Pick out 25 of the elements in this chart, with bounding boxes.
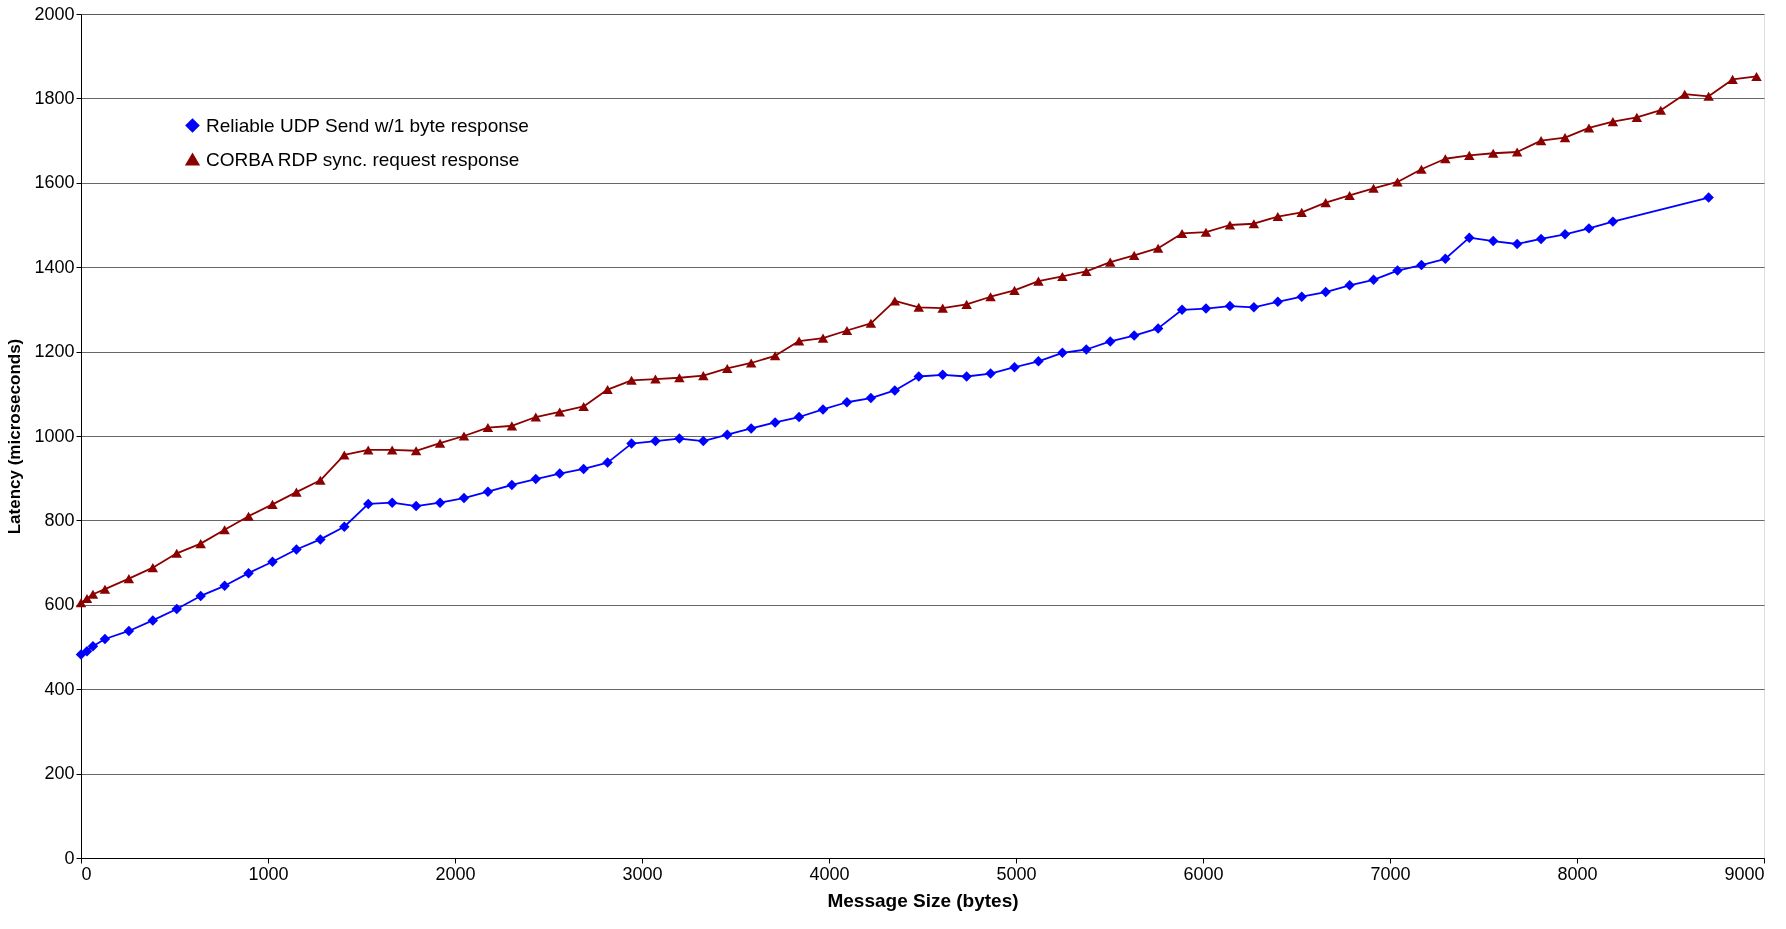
y-tick-label: 200	[44, 763, 75, 784]
y-tick-label: 1800	[34, 87, 75, 108]
x-tick-label: 4000	[809, 863, 850, 884]
y-tick-label: 1600	[34, 172, 75, 193]
y-tick-label: 600	[44, 594, 75, 615]
y-tick-label: 1200	[34, 341, 75, 362]
x-tick-label: 6000	[1183, 863, 1224, 884]
y-tick-label: 400	[44, 678, 75, 699]
x-tick-label: 7000	[1370, 863, 1411, 884]
x-tick-label: 0	[81, 863, 92, 884]
y-tick-label: 800	[44, 509, 75, 530]
x-tick-label: 3000	[622, 863, 663, 884]
legend-label: Reliable UDP Send w/1 byte response	[206, 114, 529, 136]
x-tick-label: 9000	[1724, 863, 1765, 884]
y-axis-title: Latency (microseconds)	[5, 338, 25, 535]
legend-label: CORBA RDP sync. request response	[206, 148, 520, 170]
x-tick-label: 1000	[248, 863, 289, 884]
y-tick-label: 2000	[34, 3, 75, 24]
x-axis-title: Message Size (bytes)	[827, 889, 1019, 911]
x-tick-label: 8000	[1557, 863, 1598, 884]
x-tick-label: 5000	[996, 863, 1037, 884]
y-tick-label: 0	[64, 847, 75, 868]
y-tick-label: 1000	[34, 425, 75, 446]
x-tick-label: 2000	[435, 863, 476, 884]
y-tick-label: 1400	[34, 256, 75, 277]
